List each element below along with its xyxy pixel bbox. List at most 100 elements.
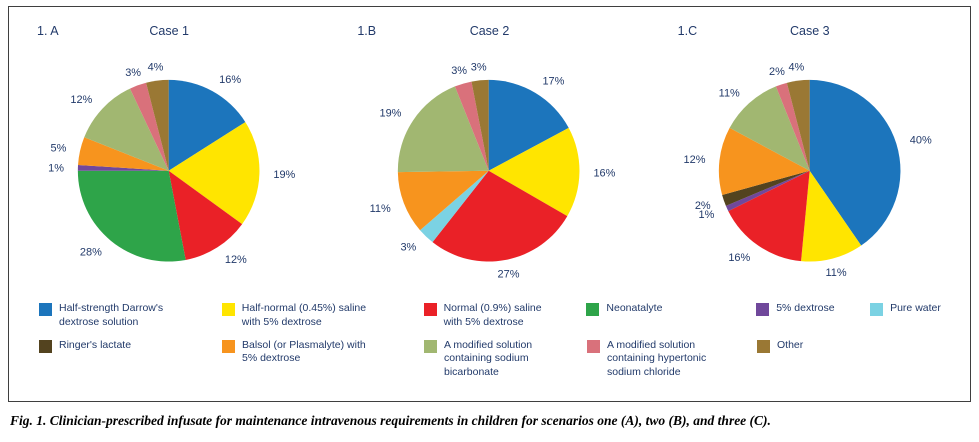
pie-slice [488, 127, 580, 217]
legend-item: Half-normal (0.45%) saline with 5% dextr… [221, 302, 424, 329]
legend-item-label: Half-strength Darrow's dextrose solution [59, 302, 164, 329]
pie-percentage-label: 28% [80, 246, 102, 258]
pie-percentage-label: 16% [594, 167, 616, 179]
pie-percentage-label: 11% [825, 267, 846, 279]
legend-item-label: Ringer's lactate [59, 338, 132, 351]
panel-title-case1: Case 1 [149, 24, 189, 38]
legend-item-label: Neonatalyte [606, 302, 663, 315]
pie-percentage-label: 2% [694, 200, 710, 212]
legend-item-label: Normal (0.9%) saline with 5% dextrose [443, 302, 542, 329]
pie-slice [168, 79, 246, 171]
legend-item-label: Balsol (or Plasmalyte) with 5% dextrose [242, 338, 366, 365]
pie-percentage-label: 12% [70, 94, 92, 106]
pie-slice [800, 170, 861, 262]
pie-percentage-label: 11% [370, 203, 391, 215]
pie-percentage-label: 16% [728, 252, 750, 264]
legend-item: Half-strength Darrow's dextrose solution [39, 302, 222, 329]
pie-slice [146, 79, 169, 171]
pie-slice [721, 170, 810, 206]
pie-slice [729, 86, 810, 171]
legend-item-label: 5% dextrose [776, 302, 835, 315]
pie-percentage-label: 4% [788, 62, 804, 74]
pie-panel-case1: 1. A Case 1 16% 19% 12% 28% 1% 5% 12% 3% 4% [9, 21, 329, 292]
pie-slice [488, 79, 570, 171]
legend-item: Pure water [870, 302, 970, 329]
pie-percentage-label: 19% [273, 169, 295, 181]
pie-slice [725, 170, 810, 212]
legend-color-swatch [424, 339, 437, 353]
pie-slice [77, 165, 169, 171]
legend-item: 5% dextrose [756, 302, 870, 329]
legend-color-swatch [39, 303, 52, 317]
legend: Half-strength Darrow's dextrose solution… [9, 292, 970, 379]
legend-color-swatch [222, 339, 235, 353]
legend-item: Normal (0.9%) saline with 5% dextrose [423, 302, 587, 329]
legend-item-label: Other [777, 338, 804, 351]
legend-color-swatch [587, 339, 600, 353]
pie-slice [78, 137, 169, 171]
pie-slice [129, 82, 169, 171]
pie-chart-case3: 40%11%16%1%2%12%11%2% 4% [683, 62, 931, 279]
legend-item: Ringer's lactate [39, 339, 222, 380]
pie-percentage-label: 1% [698, 209, 714, 221]
legend-item: A modified solution containing sodium bi… [424, 339, 587, 380]
pie-percentage-label: 12% [683, 154, 705, 166]
pie-slice [398, 170, 489, 231]
figure-caption: Fig. 1. Clinician-prescribed infusate fo… [10, 413, 771, 428]
pie-slice [77, 170, 186, 262]
legend-item: Neonatalyte [586, 302, 756, 329]
legend-item: Balsol (or Plasmalyte) with 5% dextrose [222, 339, 424, 380]
legend-color-swatch [757, 339, 770, 353]
legend-item-label: Pure water [890, 302, 941, 315]
legend-row-1: Half-strength Darrow's dextrose solution… [39, 302, 970, 329]
legend-item-label: A modified solution containing hypertoni… [607, 338, 707, 379]
pie-percentage-label: 5% [51, 143, 67, 155]
legend-color-swatch [221, 303, 235, 317]
pie-slice [398, 86, 489, 173]
pie-percentage-label: 3% [452, 65, 468, 77]
pie-percentage-label: 17% [543, 76, 565, 88]
pie-chart-case2: 17%16%27%3%11%19%3% 3% [370, 61, 616, 280]
pie-percentage-label: 3% [125, 67, 141, 79]
pie-slice [809, 79, 901, 246]
pie-slice [455, 81, 489, 171]
pie-slice [786, 79, 810, 171]
pie-percentage-label: 19% [380, 108, 402, 120]
panel-header-case3: 1.C Case 3 [650, 21, 970, 47]
legend-color-swatch [870, 303, 884, 317]
pie-panel-case2: 1.B Case 2 17% 16% 27% 3% 11% 19% 3% 3% [329, 21, 649, 292]
pie-percentage-label: 12% [225, 254, 247, 266]
pie-slice [727, 170, 810, 262]
pie-percentage-label: 1% [48, 162, 64, 174]
pie-percentage-label: 40% [909, 134, 931, 146]
pie-percentage-label: 4% [148, 62, 164, 74]
panel-label-c: 1.C [677, 24, 698, 38]
pie-slice [471, 79, 489, 171]
legend-item: A modified solution containing hypertoni… [587, 339, 757, 380]
panel-title-case3: Case 3 [790, 24, 830, 38]
pie-chart-case1: 16% 19% 12% 28% 1% 5% 12% 3% 4% [48, 62, 295, 266]
charts-row: 1. A Case 1 16% 19% 12% 28% 1% 5% 12% 3% 4% 1.B … [9, 7, 970, 292]
legend-color-swatch [423, 303, 437, 317]
pie-slice [168, 170, 243, 260]
pie-slice [420, 170, 489, 243]
pie-slice [168, 122, 260, 225]
pie-percentage-label: 16% [219, 74, 241, 86]
pie-slice [432, 170, 568, 262]
pie-slice [84, 88, 169, 171]
pie-slice [718, 127, 810, 195]
legend-row-2: Ringer's lactate Balsol (or Plasmalyte) w… [39, 339, 970, 380]
pie-percentage-label: 2% [769, 66, 785, 78]
legend-color-swatch [586, 303, 600, 317]
panel-header-case2: 1.B Case 2 [329, 21, 649, 47]
figure-box: 1. A Case 1 16% 19% 12% 28% 1% 5% 12% 3% 4% 1.B … [8, 6, 971, 402]
pie-percentage-label: 11% [718, 87, 739, 99]
legend-color-swatch [39, 339, 52, 353]
pie-slice [775, 82, 810, 171]
legend-color-swatch [756, 303, 770, 317]
panel-title-case2: Case 2 [469, 24, 510, 38]
pie-panel-case3: 1.C Case 3 40% 11% 16% 1% 2% 12% 11% 2% 4% [650, 21, 970, 292]
panel-label-b: 1.B [357, 24, 377, 38]
pie-percentage-label: 3% [401, 241, 417, 253]
